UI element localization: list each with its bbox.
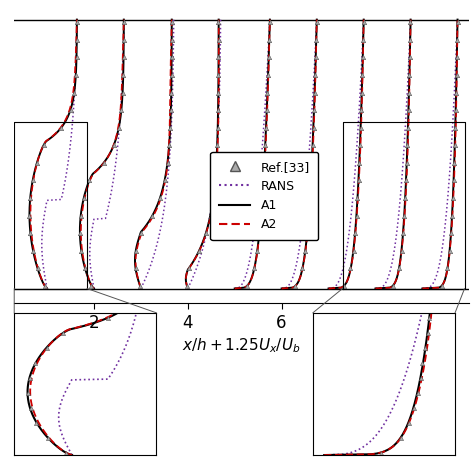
X-axis label: $x/h+1.25U_x/U_b$: $x/h+1.25U_x/U_b$ xyxy=(182,336,301,355)
Legend: Ref.[33], RANS, A1, A2: Ref.[33], RANS, A1, A2 xyxy=(210,152,319,240)
